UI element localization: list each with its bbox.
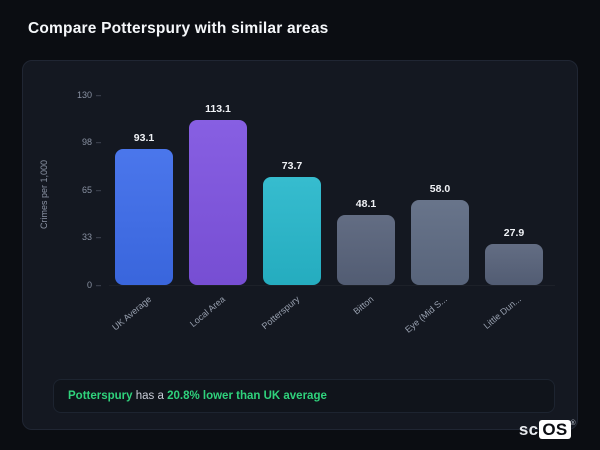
chart-card: Crimes per 1,000 0– 33– 65– 98– 130– 93.1 113… [22,60,578,430]
bar [337,215,395,285]
chart-region: 0– 33– 65– 98– 130– 93.1 113.1 73.7 48.1 58.0 27.… [77,90,555,340]
y-tick-label: 33– [81,232,101,242]
note-highlight: 20.8% lower than UK average [167,390,327,402]
page-title: Compare Potterspury with similar areas [28,20,329,37]
note-text: has a [132,390,168,402]
bar [115,149,173,285]
bar [411,200,469,285]
y-tick-label: 0– [86,280,101,290]
x-tick-label: UK Average [110,294,154,333]
scos-logo: sc OS ® [519,420,576,440]
bar-column: 48.1 [337,95,395,285]
bar-value-label: 93.1 [133,132,155,144]
bar [485,244,543,285]
bar-column: 113.1 [189,95,247,285]
note-subject: Potterspury [68,390,133,402]
registered-mark: ® [570,420,576,427]
plot-area: 93.1 113.1 73.7 48.1 58.0 27.9 [109,95,555,286]
logo-suffix: OS [539,420,571,439]
bar-value-label: 58.0 [429,183,451,195]
x-tick-label: Bitton [351,294,376,317]
bar-value-label: 73.7 [281,160,303,172]
y-tick-label: 98– [81,137,101,147]
bar-value-label: 113.1 [205,103,231,115]
y-tick-label: 130– [76,90,101,100]
logo-prefix: sc [518,420,539,439]
x-tick-label: Eye (Mid S... [403,294,450,335]
bar [263,177,321,285]
note-box: Potterspury has a 20.8% lower than UK av… [53,379,555,413]
bar-value-label: 27.9 [503,227,525,239]
bar-column: 58.0 [411,95,469,285]
y-tick-label: 65– [81,185,101,195]
x-tick-label: Little Dun... [482,294,524,331]
bar-column: 73.7 [263,95,321,285]
y-axis-title: Crimes per 1,000 [39,159,49,229]
x-axis: UK Average Local Area Potterspury Bitton Eye… [109,286,555,340]
bar [189,120,247,285]
bar-column: 93.1 [115,95,173,285]
bar-value-label: 48.1 [355,198,377,210]
x-tick-label: Potterspury [259,294,302,332]
bar-column: 27.9 [485,95,543,285]
x-tick-label: Local Area [188,294,228,329]
